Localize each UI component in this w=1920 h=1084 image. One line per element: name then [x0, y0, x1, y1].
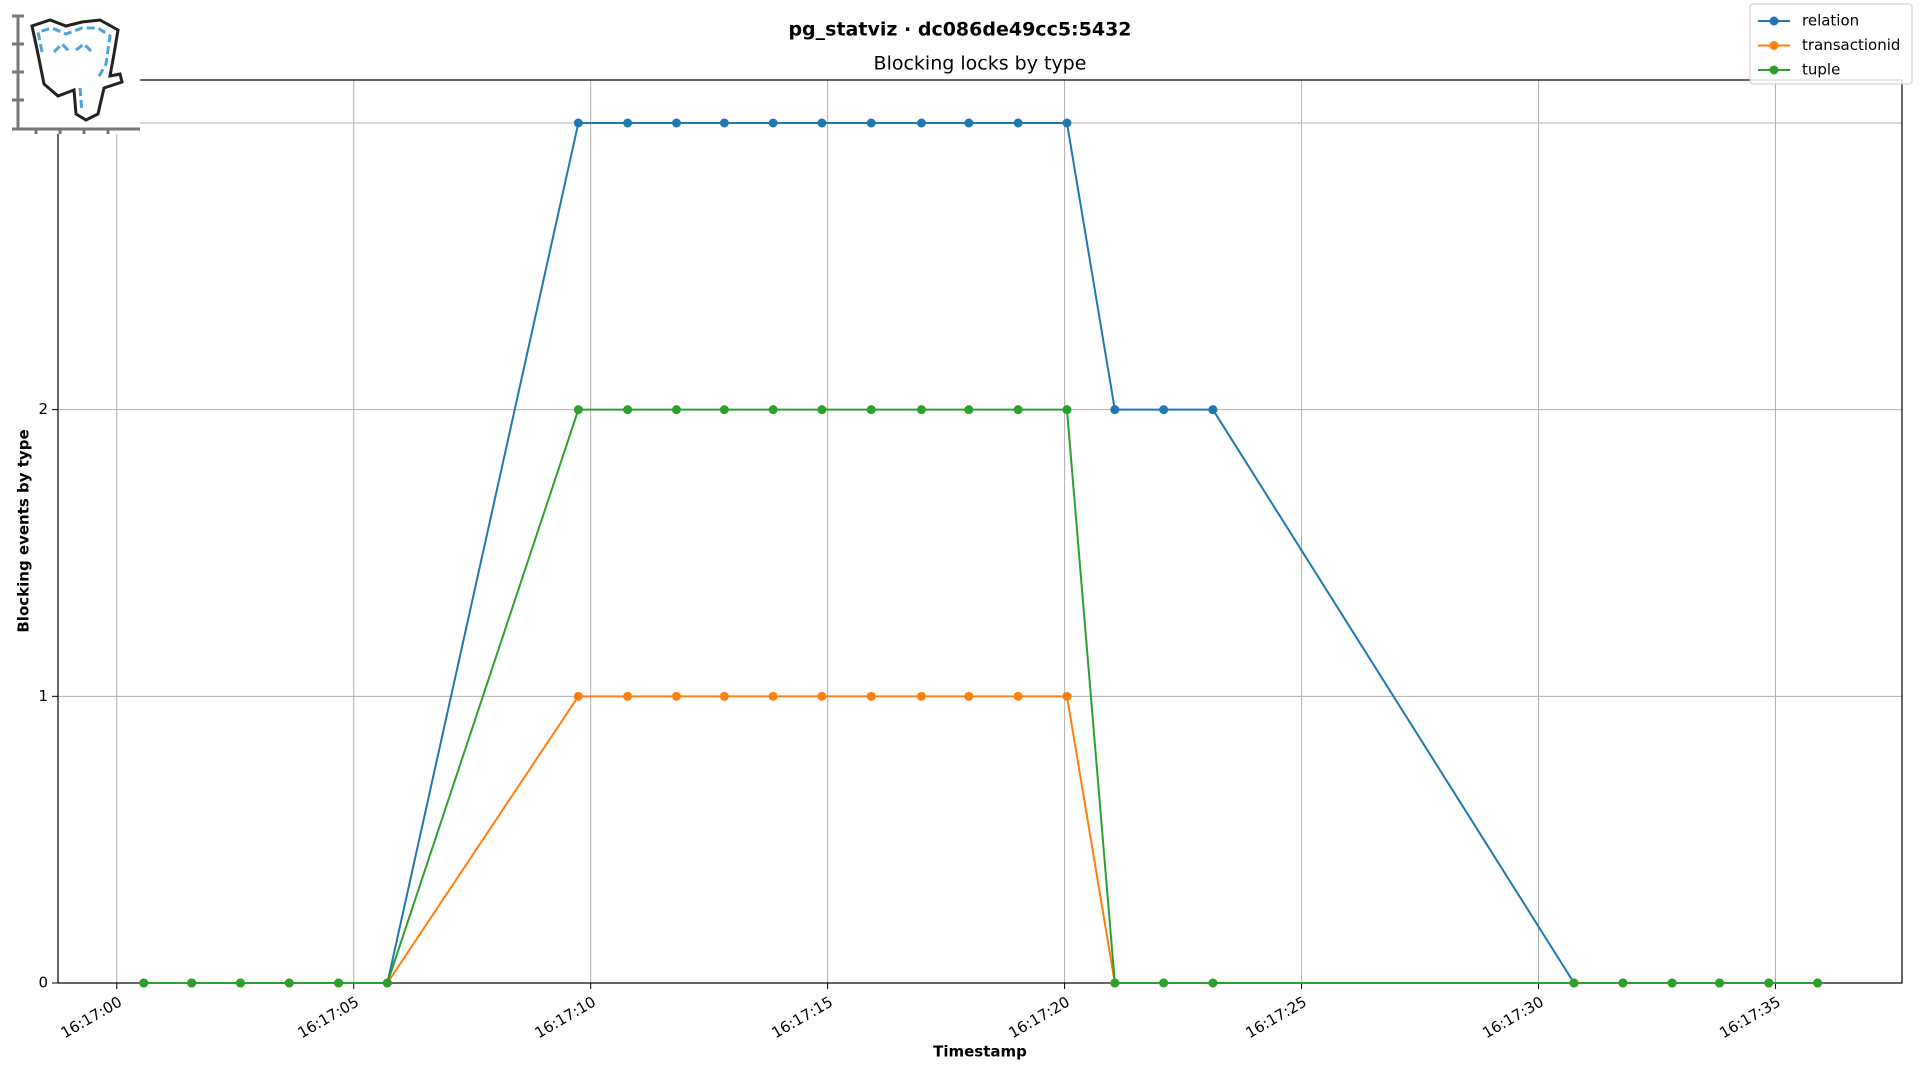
x-tick-label: 16:17:30	[1479, 993, 1546, 1042]
data-point	[866, 118, 876, 128]
x-tick-label: 16:17:00	[58, 993, 125, 1042]
data-point	[334, 978, 344, 988]
y-tick-label: 0	[38, 974, 48, 992]
legend-label: tuple	[1802, 61, 1840, 79]
x-axis-label: Timestamp	[933, 1043, 1027, 1061]
data-point	[817, 118, 827, 128]
data-point	[719, 691, 729, 701]
data-point	[1013, 118, 1023, 128]
data-point	[916, 405, 926, 415]
data-point	[284, 978, 294, 988]
x-tick-label: 16:17:15	[769, 993, 836, 1042]
data-point	[1208, 405, 1218, 415]
data-point	[719, 118, 729, 128]
x-tick-label: 16:17:10	[532, 993, 599, 1042]
data-point	[768, 405, 778, 415]
data-point	[623, 118, 633, 128]
series-line	[143, 122, 1818, 984]
legend-box	[1749, 3, 1913, 85]
data-point	[1764, 978, 1774, 988]
legend-marker	[1769, 16, 1779, 26]
y-axis-label: Blocking events by type	[15, 429, 33, 632]
x-tick-label: 16:17:20	[1005, 993, 1072, 1042]
data-point	[1715, 978, 1725, 988]
data-point	[187, 978, 197, 988]
data-point	[964, 691, 974, 701]
data-point	[1159, 978, 1169, 988]
data-point	[139, 978, 149, 988]
x-tick-label: 16:17:35	[1716, 993, 1783, 1042]
data-point	[768, 691, 778, 701]
data-point	[866, 405, 876, 415]
y-tick-label: 1	[38, 687, 48, 705]
data-point	[916, 118, 926, 128]
logo-elephant	[30, 18, 124, 122]
y-tick-label: 2	[38, 400, 48, 418]
data-point	[768, 118, 778, 128]
data-point	[573, 405, 583, 415]
data-point	[964, 118, 974, 128]
plot-frame	[57, 79, 1903, 984]
data-point	[1110, 405, 1120, 415]
data-point	[1667, 978, 1677, 988]
series-line	[143, 695, 1818, 984]
data-point	[573, 118, 583, 128]
legend-marker	[1769, 65, 1779, 75]
data-point	[1618, 978, 1628, 988]
data-point	[623, 691, 633, 701]
data-point	[671, 691, 681, 701]
data-point	[1110, 978, 1120, 988]
x-tick-label: 16:17:05	[295, 993, 362, 1042]
data-point	[1062, 118, 1072, 128]
data-point	[671, 118, 681, 128]
data-point	[1569, 978, 1579, 988]
legend-label: relation	[1802, 12, 1859, 30]
data-point	[671, 405, 681, 415]
logo-frame	[12, 14, 140, 134]
data-point	[817, 691, 827, 701]
logo	[10, 14, 140, 134]
series-line	[143, 408, 1818, 984]
data-point	[1159, 405, 1169, 415]
suptitle: pg_statviz · dc086de49cc5:5432	[788, 19, 1131, 41]
data-point	[1013, 691, 1023, 701]
data-point	[1062, 405, 1072, 415]
data-point	[817, 405, 827, 415]
legend-marker	[1769, 41, 1779, 50]
data-point	[1813, 978, 1823, 988]
logo-elephant-inner	[36, 26, 112, 113]
data-point	[1208, 978, 1218, 988]
data-point	[916, 691, 926, 701]
data-point	[964, 405, 974, 415]
x-tick-label: 16:17:25	[1242, 993, 1309, 1042]
chart-title: Blocking locks by type	[874, 53, 1087, 75]
data-point	[382, 978, 392, 988]
data-point	[1062, 691, 1072, 701]
data-point	[719, 405, 729, 415]
data-point	[235, 978, 245, 988]
data-point	[623, 405, 633, 415]
legend-label: transactionid	[1802, 36, 1900, 54]
data-point	[1013, 405, 1023, 415]
data-point	[573, 691, 583, 701]
data-point	[866, 691, 876, 701]
